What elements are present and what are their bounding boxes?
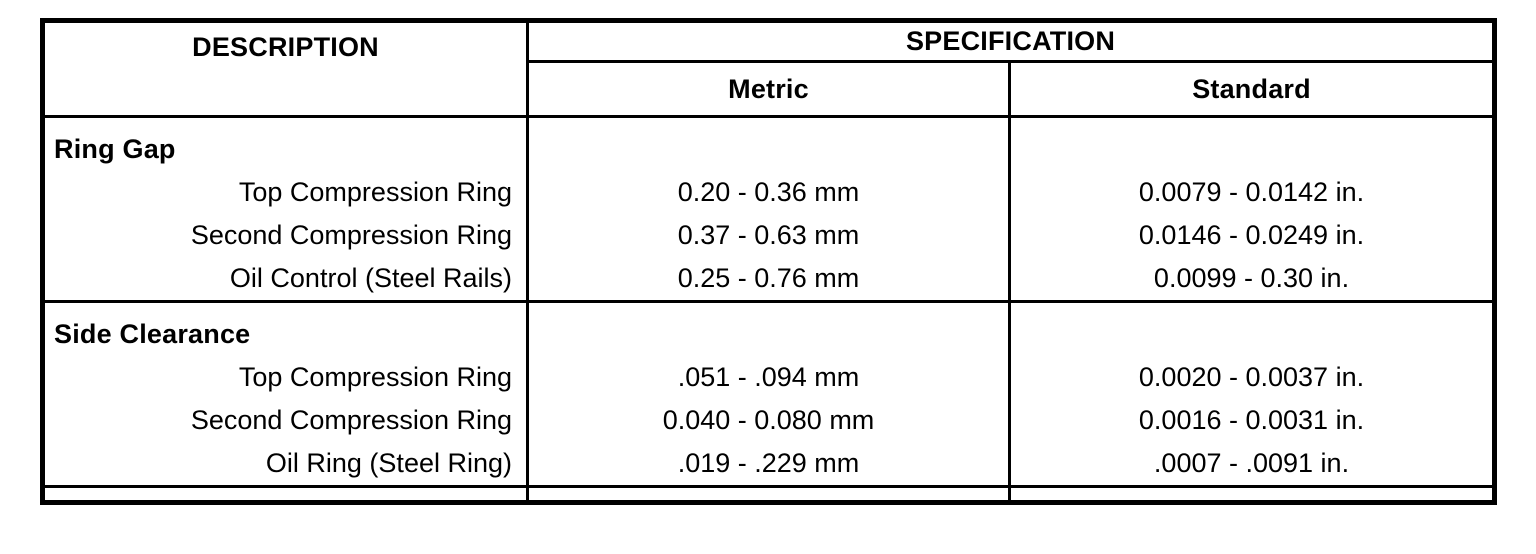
standard-value: 0.0146 - 0.0249 in. <box>1138 220 1365 250</box>
standard-value: .0007 - .0091 in. <box>1153 448 1350 478</box>
metric-value: 0.20 - 0.36 mm <box>677 177 860 207</box>
standard-value: 0.0079 - 0.0142 in. <box>1138 177 1365 207</box>
standard-value: 0.0016 - 0.0031 in. <box>1138 405 1365 435</box>
header-row-1: DESCRIPTION SPECIFICATION <box>41 19 1497 118</box>
column-header-specification: SPECIFICATION <box>525 19 1497 63</box>
spacer-line <box>529 313 1008 356</box>
row-label: Oil Ring (Steel Ring) <box>265 448 512 478</box>
metric-value: 0.040 - 0.080 mm <box>662 405 875 435</box>
standard-value: 0.0020 - 0.0037 in. <box>1138 362 1365 392</box>
side-clearance-description-cell: Side Clearance Top Compression Ring Seco… <box>41 300 529 488</box>
row-label: Second Compression Ring <box>190 405 512 435</box>
empty-cell <box>1007 485 1497 504</box>
metric-value: .051 - .094 mm <box>677 362 860 392</box>
section-ring-gap: Ring Gap Top Compression Ring Second Com… <box>41 115 1497 303</box>
standard-value: 0.0099 - 0.30 in. <box>1153 263 1350 293</box>
ring-gap-description-cell: Ring Gap Top Compression Ring Second Com… <box>41 115 529 303</box>
row-label: Second Compression Ring <box>190 220 512 250</box>
ring-gap-metric-cell: 0.20 - 0.36 mm 0.37 - 0.63 mm 0.25 - 0.7… <box>526 115 1011 303</box>
row-label: Oil Control (Steel Rails) <box>229 263 512 293</box>
empty-cell <box>526 485 1011 504</box>
section-side-clearance: Side Clearance Top Compression Ring Seco… <box>41 300 1497 488</box>
side-clearance-standard-cell: 0.0020 - 0.0037 in. 0.0016 - 0.0031 in. … <box>1007 300 1497 488</box>
section-title-side-clearance: Side Clearance <box>54 319 251 349</box>
ring-gap-standard-cell: 0.0079 - 0.0142 in. 0.0146 - 0.0249 in. … <box>1007 115 1497 303</box>
section-title-ring-gap: Ring Gap <box>54 134 176 164</box>
empty-cell <box>41 485 529 504</box>
column-header-standard: Standard <box>1007 60 1497 118</box>
empty-footer-row <box>41 485 1497 504</box>
column-header-metric: Metric <box>526 60 1011 118</box>
header-row-2: Metric Standard <box>43 60 1497 118</box>
metric-value: .019 - .229 mm <box>677 448 860 478</box>
side-clearance-metric-cell: .051 - .094 mm 0.040 - 0.080 mm .019 - .… <box>526 300 1011 488</box>
metric-value: 0.25 - 0.76 mm <box>677 263 860 293</box>
column-header-description: DESCRIPTION <box>41 19 529 118</box>
metric-value: 0.37 - 0.63 mm <box>677 220 860 250</box>
spacer-line <box>1011 313 1492 356</box>
spacer-line <box>529 128 1008 171</box>
piston-ring-spec-table: DESCRIPTION SPECIFICATION Metric Standar… <box>40 18 1498 505</box>
row-label: Top Compression Ring <box>238 362 512 392</box>
row-label: Top Compression Ring <box>238 177 512 207</box>
spacer-line <box>1011 128 1492 171</box>
